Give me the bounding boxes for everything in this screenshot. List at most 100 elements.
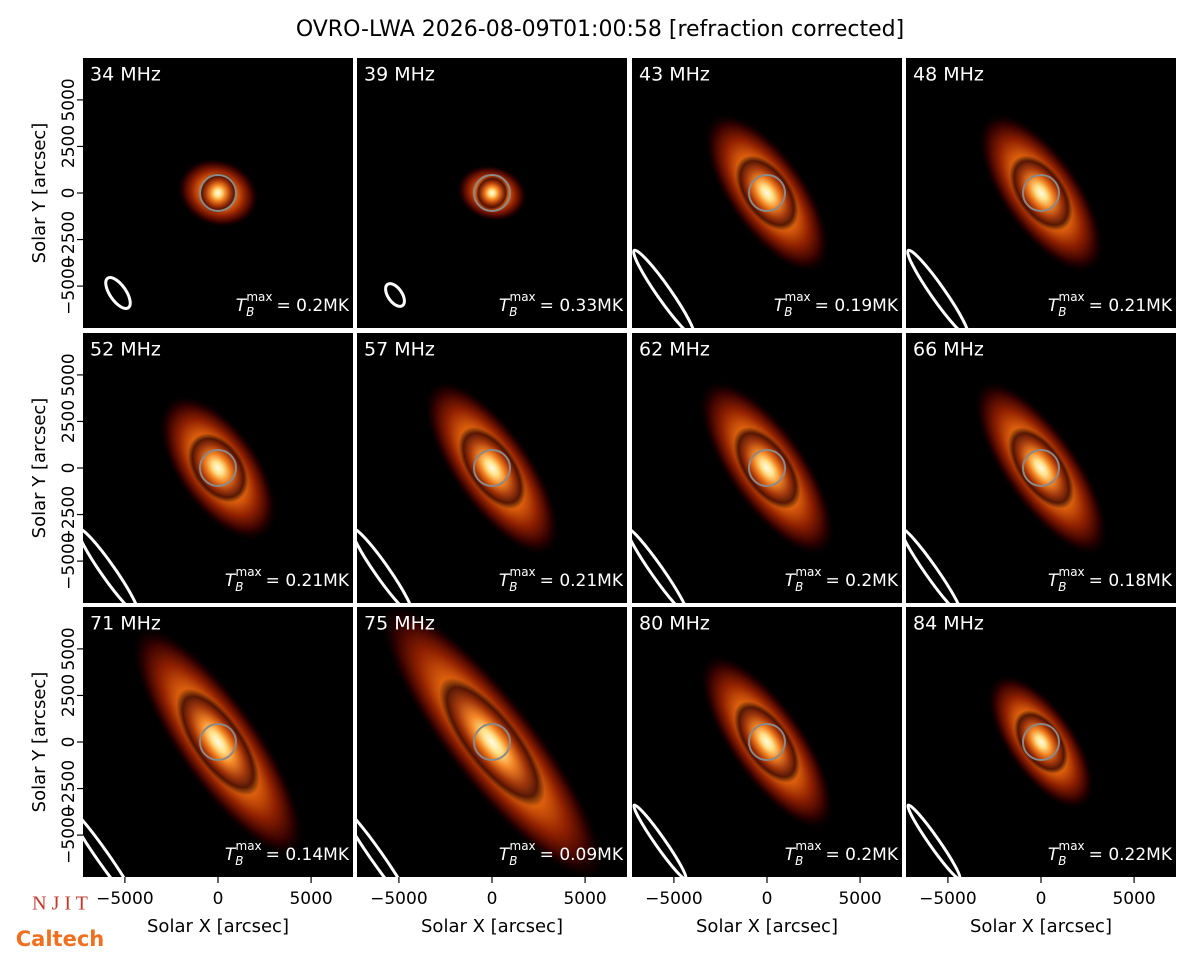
frequency-label: 39 MHz — [364, 64, 435, 86]
panel — [357, 333, 627, 603]
tb-value: = 0.09MK — [540, 845, 624, 865]
beam — [632, 248, 696, 328]
x-tick-label: 0 — [213, 889, 224, 909]
tb-sup: max — [236, 565, 262, 579]
tb-sup: max — [795, 839, 821, 853]
x-tick-label: 5000 — [1112, 889, 1155, 909]
beam — [104, 276, 132, 310]
x-tick-label: −5000 — [96, 889, 154, 909]
beam — [906, 803, 962, 877]
x-axis-label: Solar X [arcsec] — [421, 916, 563, 937]
tb-label: TBmax = 0.2MK — [785, 565, 899, 594]
tb-sub: B — [235, 854, 243, 868]
tb-label: TBmax = 0.33MK — [499, 290, 624, 319]
y-tick-label: 2500 — [59, 400, 79, 443]
emission-core — [176, 688, 260, 796]
panel — [906, 58, 1176, 328]
frequency-label: 57 MHz — [364, 339, 435, 361]
y-axis-label: Solar Y [arcsec] — [29, 398, 50, 539]
beam — [906, 248, 970, 328]
frequency-label: 75 MHz — [364, 613, 435, 635]
x-axis-label: Solar X [arcsec] — [696, 916, 838, 937]
solar-disk — [1022, 449, 1060, 487]
solar-disk — [199, 174, 237, 212]
tb-value: = 0.2MK — [277, 296, 350, 316]
frequency-label: 43 MHz — [639, 64, 710, 86]
tb-value: = 0.2MK — [826, 571, 899, 591]
solar-disk — [748, 723, 786, 761]
frequency-label: 34 MHz — [90, 64, 161, 86]
y-tick-label: −2500 — [59, 211, 79, 269]
panel — [83, 607, 353, 877]
beam — [632, 803, 688, 877]
emission-core — [458, 426, 526, 510]
tb-symbol: T — [785, 571, 797, 591]
y-tick-label: −2500 — [59, 760, 79, 818]
tb-value: = 0.14MK — [266, 845, 350, 865]
frequency-label: 52 MHz — [90, 339, 161, 361]
y-axis-label: Solar Y [arcsec] — [29, 123, 50, 264]
y-tick-label: 2500 — [59, 125, 79, 168]
y-tick-label: −5000 — [59, 532, 79, 590]
frequency-label: 66 MHz — [913, 339, 984, 361]
tb-label: TBmax = 0.18MK — [1048, 565, 1173, 594]
x-tick-label: 5000 — [838, 889, 881, 909]
tb-value: = 0.33MK — [540, 296, 624, 316]
tb-label: TBmax = 0.2MK — [236, 290, 350, 319]
njit-logo: N J I T — [32, 893, 88, 915]
tb-sub: B — [795, 580, 803, 594]
tb-sub: B — [1058, 580, 1066, 594]
emission-core — [198, 172, 238, 214]
emission-core — [735, 155, 799, 231]
tb-label: TBmax = 0.2MK — [785, 839, 899, 868]
y-tick-label: 5000 — [59, 78, 79, 121]
tb-value: = 0.2MK — [826, 845, 899, 865]
solar-disk — [473, 174, 511, 212]
tb-symbol: T — [499, 571, 511, 591]
panel — [83, 333, 353, 603]
tb-symbol: T — [225, 571, 237, 591]
frequency-label: 71 MHz — [90, 613, 161, 635]
panel — [632, 333, 902, 603]
tb-symbol: T — [499, 845, 511, 865]
tb-sup: max — [236, 839, 262, 853]
y-tick-label: 2500 — [59, 674, 79, 717]
x-tick-label: −5000 — [370, 889, 428, 909]
y-tick-label: 0 — [59, 463, 79, 474]
beam — [906, 526, 963, 603]
emission-core — [734, 701, 800, 783]
panel — [357, 58, 627, 328]
tb-symbol: T — [785, 845, 797, 865]
tb-sub: B — [1058, 305, 1066, 319]
frequency-label: 62 MHz — [639, 339, 710, 361]
panel — [906, 333, 1176, 603]
y-tick-label: 0 — [59, 737, 79, 748]
tb-sup: max — [246, 290, 272, 304]
tb-symbol: T — [1048, 571, 1060, 591]
tb-label: TBmax = 0.19MK — [774, 290, 899, 319]
tb-value: = 0.22MK — [1089, 845, 1173, 865]
x-tick-label: 0 — [762, 889, 773, 909]
solar-disk — [748, 449, 786, 487]
tb-value: = 0.19MK — [815, 296, 899, 316]
tb-label: TBmax = 0.09MK — [499, 839, 624, 868]
tb-sup: max — [1059, 565, 1085, 579]
tb-label: TBmax = 0.22MK — [1048, 839, 1173, 868]
panel — [632, 58, 902, 328]
tb-value: = 0.21MK — [540, 571, 624, 591]
x-tick-label: 5000 — [289, 889, 332, 909]
frequency-label: 48 MHz — [913, 64, 984, 86]
y-tick-label: −2500 — [59, 486, 79, 544]
solar-disk — [1022, 723, 1060, 761]
tb-sub: B — [235, 580, 243, 594]
tb-label: TBmax = 0.21MK — [499, 565, 624, 594]
tb-label: TBmax = 0.14MK — [225, 839, 350, 868]
tb-sup: max — [510, 290, 536, 304]
solar-disk — [748, 174, 786, 212]
tb-sup: max — [510, 839, 536, 853]
beam — [357, 526, 414, 603]
tb-symbol: T — [1048, 296, 1060, 316]
tb-sup: max — [1059, 290, 1085, 304]
tb-value: = 0.21MK — [266, 571, 350, 591]
tb-sub: B — [509, 580, 517, 594]
